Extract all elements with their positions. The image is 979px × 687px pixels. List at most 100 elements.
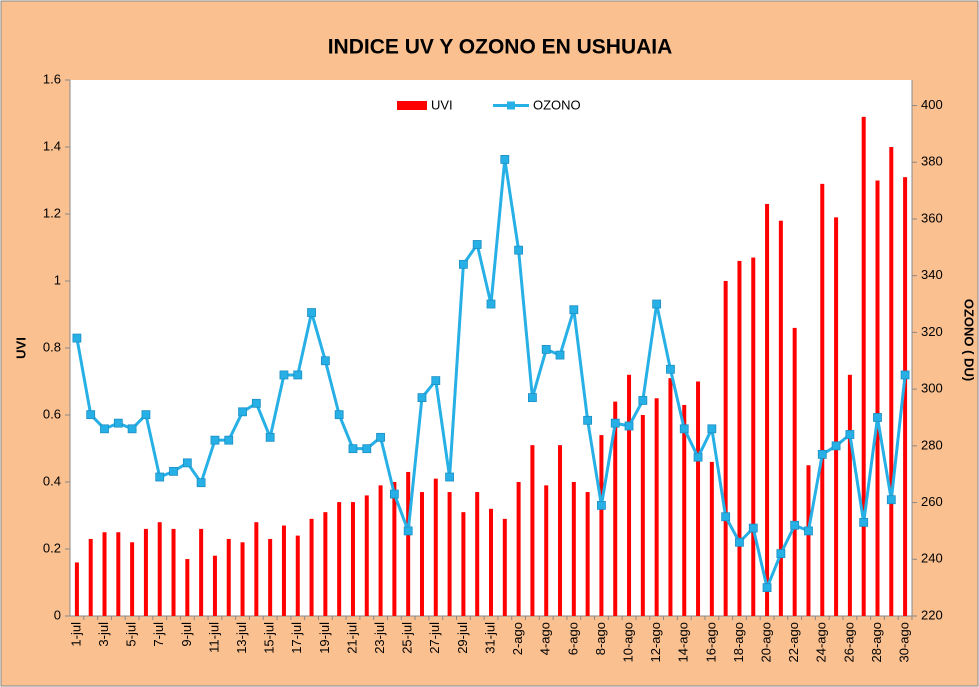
marker [141,410,151,420]
legend-label: UVI [431,97,453,112]
marker [403,526,413,536]
marker [638,396,648,405]
bar [323,512,328,616]
marker [113,418,123,428]
x-tick-label: 11-jul [206,622,221,653]
marker [831,441,841,451]
marker [500,155,510,164]
y-tick-label: 0.2 [43,540,61,555]
bar [475,492,480,616]
bar [530,445,535,616]
y2-tick-label: 260 [921,494,943,509]
bar [820,183,825,616]
marker [100,424,109,434]
marker [804,526,813,536]
marker [597,500,606,510]
marker [679,424,689,434]
bar [143,528,148,616]
chart-title: INDICE UV Y OZONO EN USHUAIA [328,36,673,59]
marker [624,421,634,431]
bar [226,538,231,616]
marker [238,407,247,417]
bar [254,522,259,616]
bar [433,478,438,616]
marker [224,435,234,445]
bar [585,492,590,616]
marker [528,393,537,403]
x-tick-label: 27-jul [427,622,442,654]
x-tick-label: 4-ago [538,622,553,655]
marker [514,245,524,255]
bar [723,281,728,616]
y-tick-label: 0 [54,607,61,622]
x-tick-label: 12-ago [648,622,663,662]
x-tick-label: 24-ago [814,622,829,662]
y-tick-label: 1.2 [43,205,61,220]
marker [762,583,772,593]
legend-swatch [507,101,515,110]
marker [293,370,303,380]
x-tick-label: 10-ago [620,622,635,662]
x-tick-label: 9-jul [179,622,194,647]
marker [845,430,855,439]
bar [157,522,162,616]
bar [806,465,811,616]
marker [472,240,482,249]
y-tick-label: 0.4 [43,473,61,488]
bar [199,528,204,616]
marker [735,537,744,547]
marker [486,299,496,309]
x-tick-label: 15-jul [262,622,277,654]
marker [376,432,385,442]
x-tick-label: 2-ago [510,622,525,655]
bar [392,482,397,616]
bar [792,327,797,616]
bar [364,495,369,616]
marker [251,398,261,408]
bar [489,508,493,616]
bar [185,559,190,616]
x-tick-label: 6-ago [565,622,580,655]
x-tick-label: 25-jul [400,622,415,654]
bar [682,404,687,616]
marker [348,444,358,454]
y2-tick-label: 380 [921,154,943,169]
y-tick-label: 1 [54,272,61,287]
marker [458,259,468,269]
marker [279,370,289,380]
bar [268,538,273,616]
marker [569,305,579,315]
bar [696,381,701,616]
marker [196,478,206,488]
x-tick-label: 28-ago [869,622,884,662]
bar [74,562,79,616]
bar [171,528,176,616]
x-tick-label: 8-ago [593,622,608,655]
x-tick-label: 31-jul [482,622,497,654]
bar [130,542,135,616]
marker [362,444,372,454]
y-tick-label: 1.4 [43,138,61,153]
bar [627,374,632,616]
marker [886,495,896,505]
marker [873,413,882,422]
bar [461,512,466,616]
bar [834,217,839,616]
marker [693,452,703,462]
marker [610,418,620,428]
bar [281,525,286,616]
marker [72,333,82,343]
bar [88,538,93,616]
x-tick-label: 5-jul [124,622,139,647]
bar [778,220,783,616]
marker [389,489,399,499]
marker [859,518,869,527]
bar [447,492,452,616]
bar [502,518,507,616]
x-tick-label: 1-jul [68,622,83,647]
bar [599,435,604,616]
marker [334,410,344,420]
x-tick-label: 7-jul [151,622,166,647]
marker [748,523,758,533]
